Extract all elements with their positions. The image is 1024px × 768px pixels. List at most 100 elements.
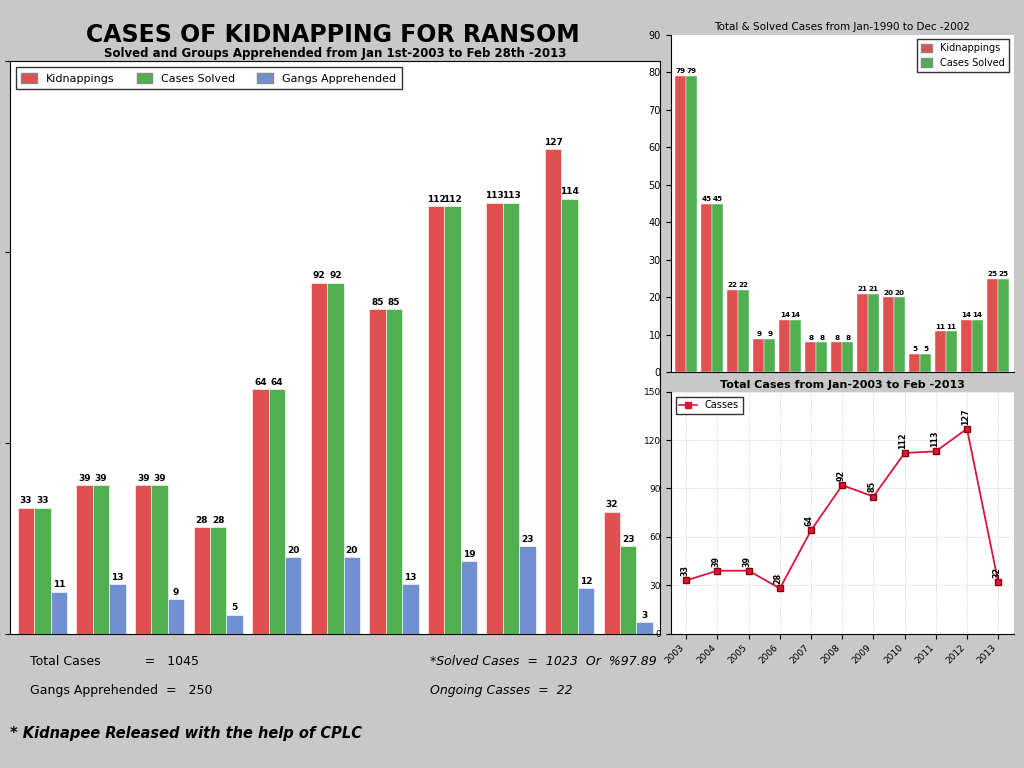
Bar xyxy=(135,485,152,634)
Text: 8: 8 xyxy=(845,335,850,341)
Bar xyxy=(713,204,723,372)
Text: 114: 114 xyxy=(560,187,580,197)
Bar xyxy=(486,203,503,634)
Text: 33: 33 xyxy=(680,565,689,576)
Text: 25: 25 xyxy=(987,271,997,277)
Text: 64: 64 xyxy=(270,378,283,387)
Bar xyxy=(444,207,461,634)
Text: 39: 39 xyxy=(95,474,108,482)
Text: 64: 64 xyxy=(805,515,814,526)
Bar xyxy=(519,546,536,634)
Bar xyxy=(428,207,444,634)
Text: 28: 28 xyxy=(212,515,224,525)
Bar xyxy=(701,204,713,372)
Legend: Kidnappings, Cases Solved: Kidnappings, Cases Solved xyxy=(916,39,1009,72)
Bar xyxy=(503,203,519,634)
Text: 21: 21 xyxy=(868,286,879,292)
Bar xyxy=(868,293,880,372)
Text: 12: 12 xyxy=(580,577,592,585)
Bar xyxy=(972,320,983,372)
Bar xyxy=(386,310,402,634)
Text: 28: 28 xyxy=(196,515,208,525)
Text: 33: 33 xyxy=(19,496,33,505)
Bar xyxy=(909,354,921,372)
Bar xyxy=(210,527,226,634)
Bar xyxy=(344,558,360,634)
Bar xyxy=(946,331,957,372)
Text: 39: 39 xyxy=(137,474,150,482)
Text: 127: 127 xyxy=(961,408,970,425)
Text: 14: 14 xyxy=(780,313,790,319)
Bar xyxy=(894,297,905,372)
Bar xyxy=(805,343,816,372)
Bar xyxy=(791,320,801,372)
Bar xyxy=(327,283,344,634)
Text: 13: 13 xyxy=(112,573,124,581)
Bar xyxy=(93,485,110,634)
Text: 11: 11 xyxy=(52,581,66,589)
Bar xyxy=(604,511,621,634)
Bar xyxy=(921,354,931,372)
Text: 64: 64 xyxy=(254,378,266,387)
Bar xyxy=(402,584,419,634)
Bar xyxy=(561,199,578,634)
Text: 28: 28 xyxy=(774,573,782,584)
Bar xyxy=(842,343,853,372)
Text: 23: 23 xyxy=(521,535,534,544)
Text: 32: 32 xyxy=(605,500,618,509)
Text: *Solved Cases  =  1023  Or  %97.89: *Solved Cases = 1023 Or %97.89 xyxy=(430,654,656,667)
Bar xyxy=(857,293,868,372)
Bar xyxy=(727,290,738,372)
Bar xyxy=(935,331,946,372)
Text: 45: 45 xyxy=(701,196,712,202)
Bar xyxy=(686,76,697,372)
Text: 5: 5 xyxy=(231,603,238,612)
Text: 23: 23 xyxy=(622,535,635,544)
Text: 14: 14 xyxy=(791,313,801,319)
Text: * Kidnapee Released with the help of CPLC: * Kidnapee Released with the help of CPL… xyxy=(10,726,362,741)
Bar xyxy=(34,508,50,634)
Bar xyxy=(545,149,561,634)
Text: 79: 79 xyxy=(676,68,686,74)
Bar xyxy=(621,546,637,634)
Text: 85: 85 xyxy=(867,482,877,492)
Text: Gangs Apprehended  =   250: Gangs Apprehended = 250 xyxy=(31,684,213,697)
Bar xyxy=(998,279,1009,372)
Text: 9: 9 xyxy=(757,331,762,337)
Bar xyxy=(676,76,686,372)
Text: 20: 20 xyxy=(287,546,299,555)
Bar xyxy=(816,343,827,372)
Bar xyxy=(194,527,210,634)
Text: 79: 79 xyxy=(687,68,697,74)
Bar xyxy=(884,297,894,372)
Text: 9: 9 xyxy=(173,588,179,597)
Text: 39: 39 xyxy=(742,556,752,567)
Text: 92: 92 xyxy=(312,271,326,280)
Title: Total & Solved Cases from Jan-1990 to Dec -2002: Total & Solved Cases from Jan-1990 to De… xyxy=(715,22,970,32)
Title: Total Cases from Jan-2003 to Feb -2013: Total Cases from Jan-2003 to Feb -2013 xyxy=(720,379,965,389)
Text: 20: 20 xyxy=(884,290,894,296)
Text: Ongoing Casses  =  22: Ongoing Casses = 22 xyxy=(430,684,572,697)
Text: 22: 22 xyxy=(738,283,749,288)
Text: 113: 113 xyxy=(930,431,939,447)
Text: 33: 33 xyxy=(36,496,49,505)
Text: 8: 8 xyxy=(808,335,813,341)
Bar xyxy=(268,389,285,634)
Text: 11: 11 xyxy=(946,323,956,329)
Text: 92: 92 xyxy=(837,470,845,482)
Text: 113: 113 xyxy=(502,191,520,200)
Bar xyxy=(17,508,34,634)
Text: 13: 13 xyxy=(404,573,417,581)
Bar xyxy=(77,485,93,634)
Text: 112: 112 xyxy=(443,195,462,204)
Bar xyxy=(168,599,184,634)
Text: 20: 20 xyxy=(345,546,358,555)
Text: 45: 45 xyxy=(713,196,723,202)
Text: 25: 25 xyxy=(998,271,1009,277)
Legend: Casses: Casses xyxy=(676,396,742,414)
Bar xyxy=(779,320,791,372)
Text: 92: 92 xyxy=(329,271,342,280)
Bar xyxy=(370,310,386,634)
Text: CASES OF KIDNAPPING FOR RANSOM: CASES OF KIDNAPPING FOR RANSOM xyxy=(86,22,580,47)
Text: 14: 14 xyxy=(973,313,983,319)
